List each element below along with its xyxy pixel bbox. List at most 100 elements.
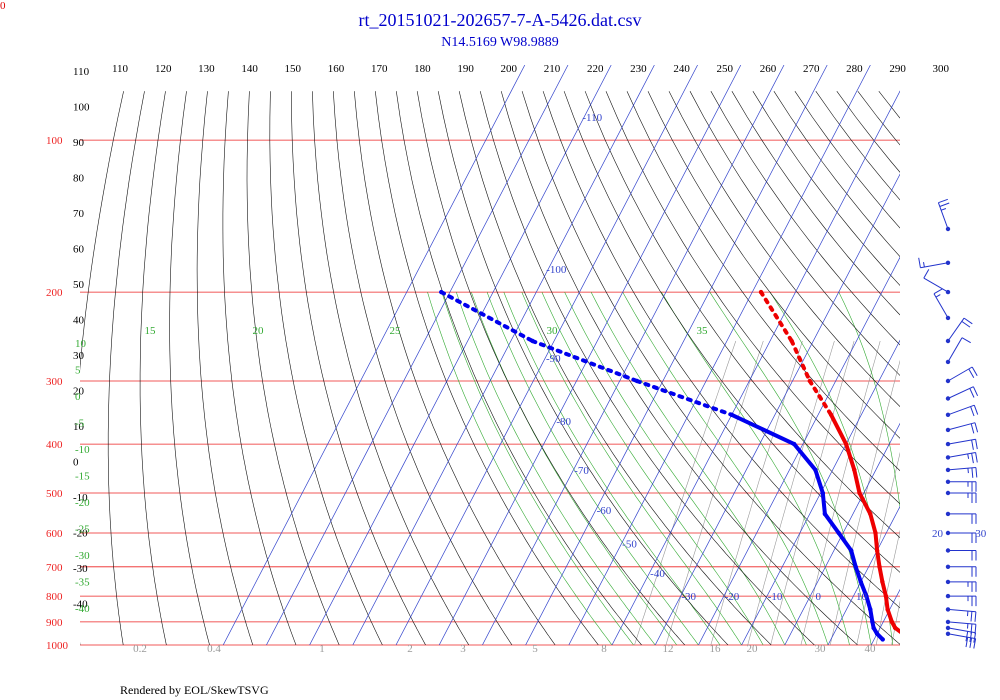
dry-adiabat-120 — [107, 91, 145, 645]
wind-barb-half — [923, 262, 925, 268]
dry-label-60: 60 — [73, 244, 85, 256]
mixing-ratio-lines — [634, 340, 900, 645]
wind-barb-flag — [968, 368, 975, 378]
temperature-point-850 — [885, 607, 890, 612]
moist-adiabat--20 — [486, 291, 699, 645]
mixing-label-extra-40: 40 — [865, 643, 877, 655]
temperature-segment-200 — [759, 290, 794, 343]
wind-barb-staff — [920, 262, 949, 269]
wind-barb-staff — [947, 627, 976, 634]
moist-adiabat--35 — [441, 292, 634, 645]
wind-barb-flag — [971, 453, 974, 464]
isotherm-label--60: -60 — [597, 505, 612, 517]
wind-barb-950 — [945, 631, 977, 649]
moist-adiabat-40 — [951, 292, 957, 645]
top-axis-label-160: 160 — [328, 63, 345, 75]
dry-adiabat-150 — [196, 91, 254, 645]
temperature-segment-400 — [844, 442, 857, 472]
top-axis-label-140: 140 — [241, 63, 258, 75]
temperature-point-350 — [828, 412, 834, 417]
mixing-label-16: 16 — [710, 643, 722, 655]
moist-adiabat-0 — [564, 291, 786, 645]
dry-adiabat-230 — [375, 91, 599, 645]
dry-adiabat-490 — [921, 91, 1000, 645]
isotherm-label-30: 30 — [975, 528, 987, 540]
temperature-segment-800 — [883, 594, 890, 612]
isotherm-label--80: -80 — [556, 416, 571, 428]
top-axis-label-120: 120 — [155, 63, 172, 75]
wind-barb-flag — [938, 198, 948, 204]
wind-barb-275 — [945, 337, 971, 365]
dry-adiabat-250 — [416, 91, 686, 645]
temperature-point-900 — [889, 619, 895, 625]
moist-label-top-20: 20 — [253, 325, 265, 337]
temperature-segment-700 — [877, 564, 885, 584]
isotherm-label-20: 20 — [932, 528, 944, 540]
render-credit: Rendered by EOL/SkewTSVG — [120, 683, 269, 697]
wind-barb-staff — [947, 452, 976, 458]
isotherm--80 — [438, 65, 742, 645]
isotherm-label-0: 0 — [816, 591, 822, 603]
top-axis-label-170: 170 — [371, 63, 388, 75]
wind-barb-flag — [965, 631, 969, 642]
isotherm--40 — [611, 90, 900, 645]
isotherm-label--50: -50 — [622, 539, 637, 551]
wind-barb-staff — [947, 404, 975, 416]
dewpoint-segment-350 — [729, 412, 797, 447]
wind-barb-flag — [970, 611, 973, 622]
temperature-segment-350 — [829, 412, 849, 447]
wind-barb-flag — [975, 439, 978, 450]
moist-label-top-30: 30 — [547, 325, 559, 337]
temperature-segment-500 — [857, 491, 873, 516]
dry-label--40: -40 — [73, 599, 88, 611]
mixing-label-3: 3 — [460, 643, 466, 655]
pressure-label-600: 600 — [46, 528, 63, 540]
wind-barb-flag — [965, 637, 969, 648]
dry-adiabat-110 — [80, 91, 124, 645]
wind-barb-staff — [937, 202, 949, 230]
moist-label-5: 5 — [75, 365, 81, 377]
mixing-label-20: 20 — [747, 643, 759, 655]
wind-barb-200 — [923, 269, 951, 295]
dry-adiabat-370 — [668, 91, 900, 407]
moist-adiabat-25 — [769, 291, 894, 645]
wind-barb-staff — [923, 277, 949, 293]
dry-adiabat-380 — [689, 91, 900, 376]
dewpoint-point-500 — [820, 490, 825, 496]
dry-label-20: 20 — [73, 386, 85, 398]
moist-label-top-25: 25 — [390, 325, 402, 337]
wind-barbs — [918, 198, 979, 649]
top-axis-label-210: 210 — [544, 63, 561, 75]
moist-label-top-35: 35 — [697, 325, 709, 337]
dry-adiabat-480 — [899, 91, 900, 93]
pressure-label-800: 800 — [46, 591, 63, 603]
dewpoint-point-750 — [858, 579, 863, 585]
moist-label--30: -30 — [75, 550, 90, 562]
dry-label-90: 90 — [73, 137, 85, 149]
wind-barb-staff — [947, 422, 976, 431]
isotherm-label--20: -20 — [725, 591, 740, 603]
dewpoint-point-550 — [822, 511, 828, 517]
wind-barb-staff — [947, 467, 976, 471]
dry-adiabat-170 — [246, 91, 340, 645]
wind-barb-staff — [947, 386, 974, 399]
temperature-segment-950 — [903, 634, 909, 640]
isotherm-label--100: -100 — [546, 264, 567, 276]
wind-barb-flag — [973, 638, 977, 649]
wind-barb-400 — [945, 438, 978, 450]
dry-adiabat-160 — [222, 91, 297, 645]
wind-barb-staff — [947, 621, 976, 625]
moist-label--20: -20 — [75, 497, 90, 509]
temperature-point-400 — [843, 441, 849, 447]
mixing-label-1: 1 — [319, 643, 325, 655]
dry-adiabat-350 — [626, 91, 900, 472]
wind-barb-staff — [933, 293, 949, 319]
wind-barb-flag — [971, 366, 978, 376]
wind-barb-650 — [945, 548, 977, 561]
wind-barb-flag — [961, 320, 971, 328]
temperature-point-800 — [883, 593, 889, 599]
dewpoint-point-350 — [729, 412, 734, 417]
wind-barb-flag — [971, 467, 974, 478]
moist-adiabat-5 — [590, 291, 807, 645]
wind-barb-225 — [933, 288, 951, 321]
